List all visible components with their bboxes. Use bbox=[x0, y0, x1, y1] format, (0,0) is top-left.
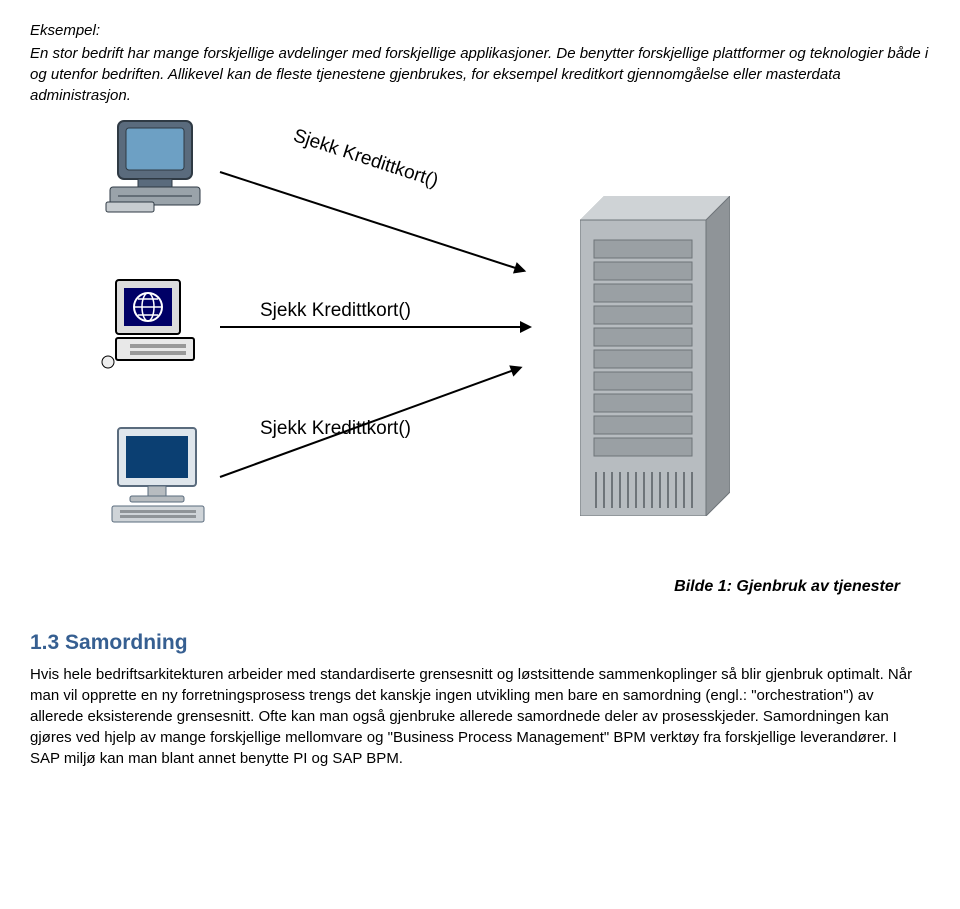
client-terminal-2 bbox=[100, 276, 210, 376]
arrow-label-1: Sjekk Kredittkort() bbox=[290, 123, 442, 195]
arrow-1 bbox=[220, 171, 525, 272]
section-heading: 1.3 Samordning bbox=[30, 628, 930, 657]
example-text: En stor bedrift har mange forskjellige a… bbox=[30, 43, 930, 106]
example-label: Eksempel: bbox=[30, 20, 930, 41]
arrow-label-2: Sjekk Kredittkort() bbox=[260, 298, 411, 325]
arrow-2 bbox=[220, 326, 530, 328]
client-terminal-1 bbox=[100, 116, 210, 216]
server-tower bbox=[580, 196, 730, 516]
section-body: Hvis hele bedriftsarkitekturen arbeider … bbox=[30, 664, 930, 769]
figure-caption: Bilde 1: Gjenbruk av tjenester bbox=[30, 576, 900, 598]
arrow-label-3: Sjekk Kredittkort() bbox=[260, 416, 411, 443]
reuse-diagram: Sjekk Kredittkort() Sjekk Kredittkort() … bbox=[90, 116, 770, 556]
client-terminal-3 bbox=[100, 426, 210, 526]
